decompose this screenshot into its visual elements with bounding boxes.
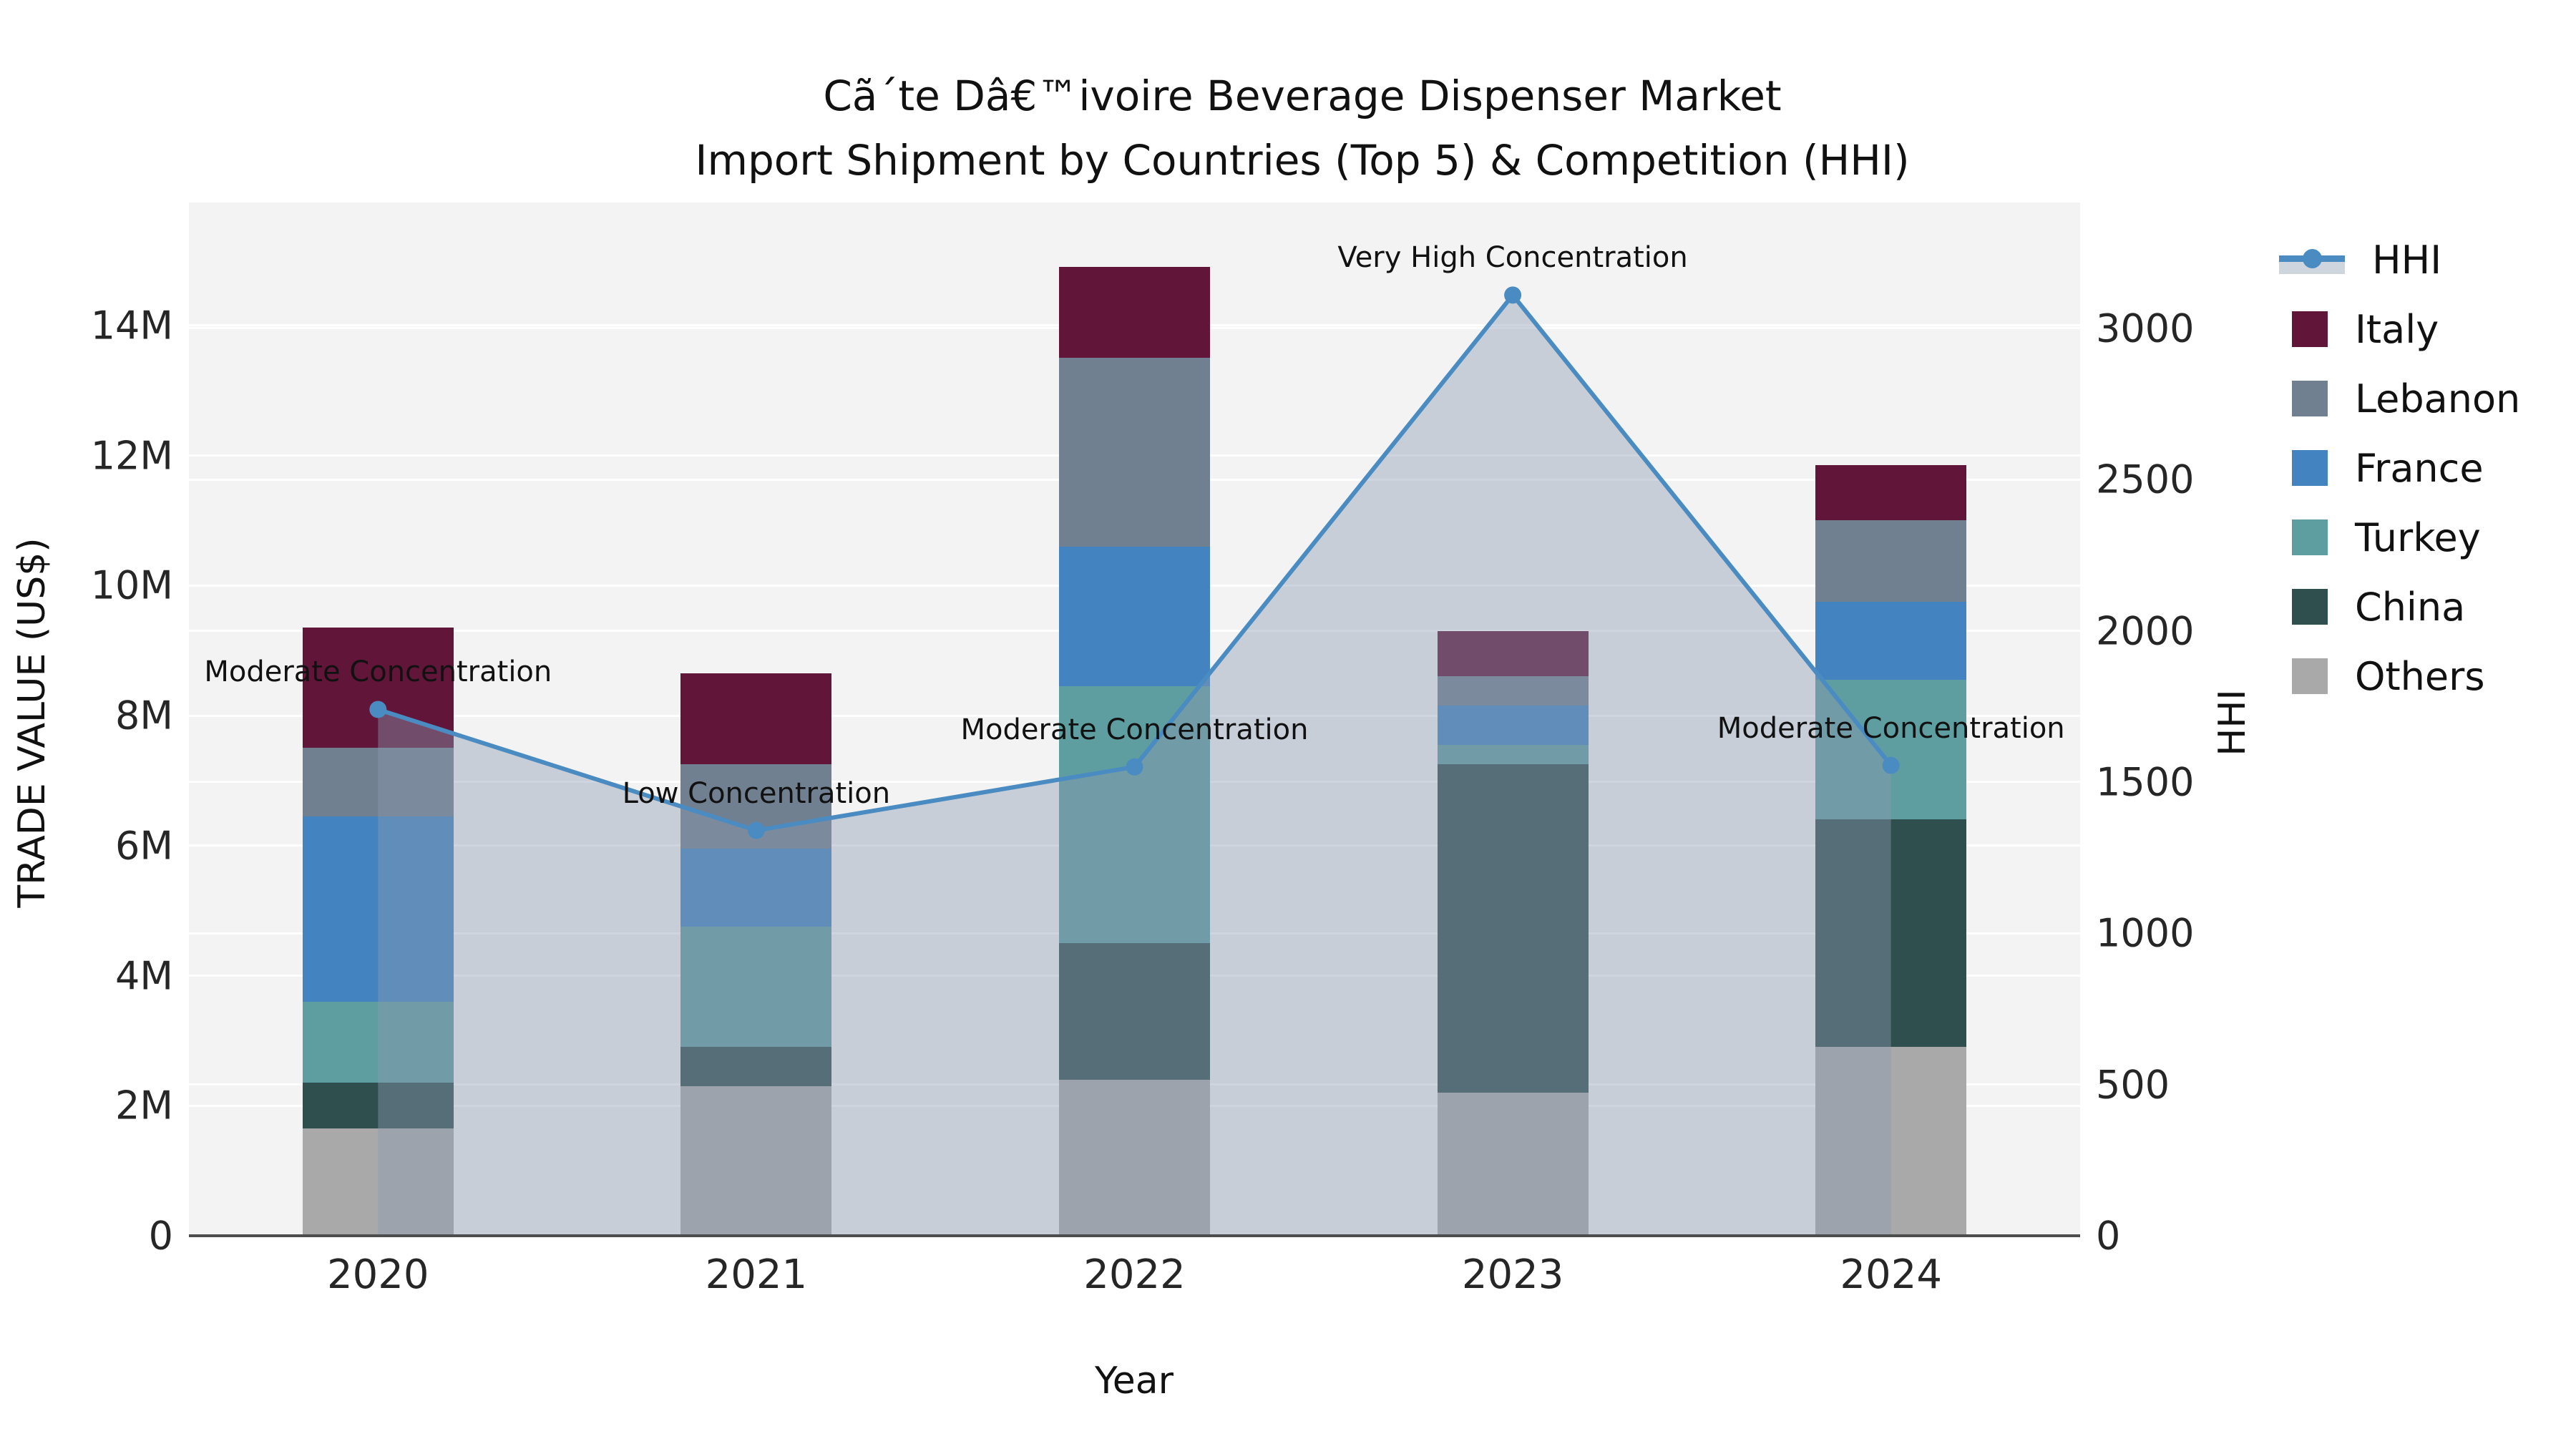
legend-swatch-france <box>2292 450 2328 486</box>
ytick-right-2500: 2500 <box>2096 457 2195 502</box>
xtick-2024: 2024 <box>1840 1252 1942 1298</box>
right-axis-title: HHI <box>2211 689 2254 756</box>
ytick-right-3000: 3000 <box>2096 306 2195 351</box>
annotation-2022: Moderate Concentration <box>960 713 1309 746</box>
bar-segment-china-2022 <box>1059 943 1210 1080</box>
ytick-right-1000: 1000 <box>2096 910 2195 956</box>
bar-segment-italy-2022 <box>1059 266 1210 358</box>
hhi-legend-glyph-icon <box>2279 242 2345 278</box>
legend-item-turkey: Turkey <box>2279 514 2481 560</box>
legend-label-turkey: Turkey <box>2355 514 2481 560</box>
ytick-left-12M: 12M <box>90 433 173 478</box>
legend-item-china: China <box>2279 584 2466 630</box>
bar-segment-lebanon-2020 <box>302 748 454 816</box>
legend-item-others: Others <box>2279 653 2485 699</box>
annotation-2023: Very High Concentration <box>1337 241 1688 275</box>
legend-item-lebanon: Lebanon <box>2279 376 2521 421</box>
legend-swatch-others <box>2292 658 2328 694</box>
xtick-2020: 2020 <box>327 1252 429 1298</box>
bar-segment-italy-2021 <box>680 673 832 765</box>
hhi-area-fill <box>378 295 1891 1236</box>
hhi-line-chart <box>369 286 1900 1236</box>
ytick-right-0: 0 <box>2096 1213 2121 1259</box>
bar-segment-others-2023 <box>1437 1093 1589 1236</box>
bar-segment-italy-2024 <box>1815 465 1967 521</box>
plot-area: Moderate Concentration Low Concentration M… <box>189 203 2080 1236</box>
ytick-right-500: 500 <box>2096 1062 2170 1108</box>
xtick-2021: 2021 <box>705 1252 808 1298</box>
ytick-right-2000: 2000 <box>2096 608 2195 654</box>
annotation-2021: Low Concentration <box>622 776 891 810</box>
bar-segment-france-2024 <box>1815 601 1967 680</box>
legend-label-hhi: HHI <box>2372 237 2442 283</box>
ytick-left-6M: 6M <box>115 823 173 869</box>
ytick-left-14M: 14M <box>90 303 173 348</box>
bar-segment-france-2023 <box>1437 706 1589 745</box>
bar-segment-italy-2023 <box>1437 630 1589 677</box>
legend-label-france: France <box>2355 445 2484 491</box>
x-axis-title: Year <box>1094 1360 1174 1402</box>
bar-segment-others-2024 <box>1815 1047 1967 1236</box>
bar-segment-france-2021 <box>680 849 832 927</box>
legend-swatch-italy <box>2292 311 2328 347</box>
hhi-marker-2023 <box>1504 286 1522 304</box>
bar-segment-lebanon-2022 <box>1059 358 1210 547</box>
legend-swatch-turkey <box>2292 519 2328 555</box>
bar-segment-others-2021 <box>680 1086 832 1236</box>
bar-segment-others-2022 <box>1059 1079 1210 1236</box>
annotation-2020: Moderate Concentration <box>204 655 552 689</box>
bar-segment-france-2022 <box>1059 546 1210 687</box>
x-axis-line <box>189 1234 2080 1237</box>
xtick-2022: 2022 <box>1083 1252 1186 1298</box>
bar-segment-turkey-2022 <box>1059 686 1210 944</box>
xtick-2023: 2023 <box>1461 1252 1564 1298</box>
legend-item-france: France <box>2279 445 2484 491</box>
ytick-right-1500: 1500 <box>2096 759 2195 805</box>
hhi-legend-marker-icon <box>2303 249 2322 268</box>
ytick-left-0: 0 <box>148 1213 173 1259</box>
bar-segment-others-2020 <box>302 1128 454 1236</box>
legend-label-lebanon: Lebanon <box>2355 376 2521 421</box>
hhi-marker-2021 <box>747 821 765 839</box>
chart-title: Cã´te Dâ€™ivoire Beverage Dispenser Mark… <box>823 72 1782 120</box>
hhi-marker-2020 <box>369 701 387 718</box>
bar-segment-italy-2020 <box>302 628 454 748</box>
ytick-left-8M: 8M <box>115 693 173 738</box>
bar-segment-china-2020 <box>302 1083 454 1129</box>
hhi-marker-2022 <box>1126 758 1143 776</box>
annotation-2024: Moderate Concentration <box>1717 711 2065 745</box>
bar-segment-turkey-2023 <box>1437 744 1589 765</box>
ytick-left-4M: 4M <box>115 953 173 998</box>
bar-segment-china-2021 <box>680 1047 832 1086</box>
bar-segment-china-2024 <box>1815 819 1967 1048</box>
bar-segment-china-2023 <box>1437 764 1589 1093</box>
chart-subtitle: Import Shipment by Countries (Top 5) & C… <box>695 136 1910 185</box>
legend-swatch-lebanon <box>2292 381 2328 416</box>
legend-label-others: Others <box>2355 653 2485 699</box>
legend-swatch-china <box>2292 589 2328 625</box>
bar-segment-turkey-2020 <box>302 1001 454 1083</box>
ytick-left-2M: 2M <box>115 1083 173 1128</box>
hhi-marker-2024 <box>1882 756 1900 774</box>
legend-label-china: China <box>2355 584 2466 630</box>
ytick-left-10M: 10M <box>90 562 173 608</box>
legend-item-hhi: HHI <box>2279 237 2442 283</box>
bar-segment-lebanon-2023 <box>1437 676 1589 706</box>
legend-label-italy: Italy <box>2355 306 2439 352</box>
bar-segment-turkey-2021 <box>680 927 832 1048</box>
bar-segment-lebanon-2024 <box>1815 520 1967 602</box>
bar-segment-france-2020 <box>302 816 454 1002</box>
legend-item-italy: Italy <box>2279 306 2439 352</box>
